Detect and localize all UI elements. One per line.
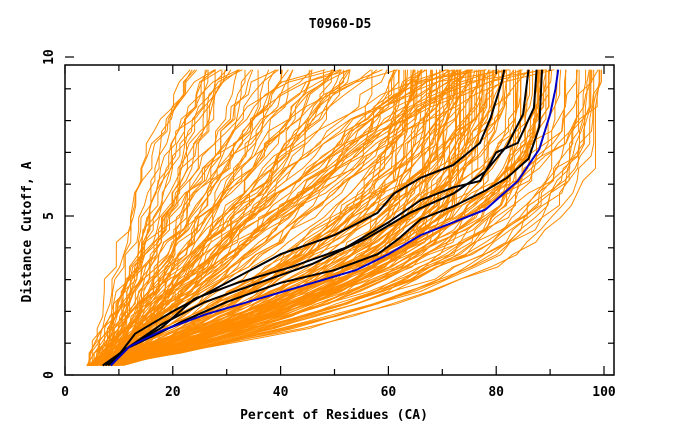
background-model-line bbox=[98, 69, 283, 366]
x-tick-label: 100 bbox=[592, 385, 616, 400]
background-model-line bbox=[95, 69, 485, 366]
y-tick-label: 10 bbox=[42, 49, 57, 65]
background-model-line bbox=[115, 69, 500, 366]
background-model-line bbox=[98, 69, 423, 366]
background-model-line bbox=[113, 69, 334, 366]
background-model-line bbox=[99, 69, 332, 366]
background-model-line bbox=[111, 69, 510, 366]
series-line-highlight-3 bbox=[102, 69, 538, 367]
background-model-line bbox=[89, 69, 415, 366]
background-model-line bbox=[101, 69, 336, 366]
background-model-line bbox=[101, 69, 432, 366]
background-model-line bbox=[115, 69, 485, 366]
background-model-line bbox=[96, 69, 602, 366]
background-model-line bbox=[92, 69, 423, 366]
background-model-line bbox=[114, 69, 449, 366]
background-model-line bbox=[108, 69, 455, 366]
background-model-line bbox=[93, 69, 232, 366]
background-model-line bbox=[99, 69, 602, 366]
y-tick-label: 5 bbox=[42, 212, 57, 220]
y-axis-label: Distance Cutoff, A bbox=[20, 161, 35, 302]
background-model-line bbox=[91, 69, 577, 366]
plot-frame bbox=[64, 64, 615, 376]
background-model-line bbox=[96, 69, 294, 366]
background-model-line bbox=[88, 69, 279, 366]
background-model-line bbox=[111, 69, 592, 366]
background-model-line bbox=[101, 69, 467, 366]
background-model-line bbox=[109, 69, 504, 366]
background-model-line bbox=[100, 69, 471, 366]
background-model-line bbox=[106, 69, 601, 366]
x-tick-label: 0 bbox=[61, 385, 69, 400]
background-model-line bbox=[115, 69, 471, 366]
series-line-highlight-2 bbox=[107, 69, 530, 367]
background-model-line bbox=[101, 69, 558, 366]
y-tick-labels: 0 5 10 bbox=[42, 49, 57, 379]
background-model-line bbox=[105, 69, 345, 366]
background-model-line bbox=[97, 69, 193, 366]
background-model-line bbox=[113, 69, 254, 366]
x-axis-ticks bbox=[64, 65, 605, 375]
background-model-line bbox=[113, 69, 523, 366]
x-tick-label: 40 bbox=[273, 385, 289, 400]
background-model-line bbox=[101, 69, 473, 366]
series-line-reference bbox=[110, 69, 560, 367]
x-tick-label: 20 bbox=[165, 385, 181, 400]
background-model-line bbox=[118, 69, 458, 366]
background-model-line bbox=[89, 69, 209, 366]
background-model-line bbox=[94, 69, 343, 366]
background-model-line bbox=[100, 69, 243, 366]
background-model-line bbox=[114, 69, 196, 366]
background-model-line bbox=[86, 69, 378, 366]
x-tick-labels: 0 20 40 60 80 100 bbox=[61, 385, 616, 400]
chart-title: T0960-D5 bbox=[309, 17, 372, 32]
x-tick-label: 60 bbox=[381, 385, 397, 400]
background-model-line bbox=[101, 69, 595, 366]
background-model-line bbox=[100, 69, 372, 366]
background-model-line bbox=[90, 69, 600, 366]
background-model-line bbox=[88, 69, 441, 366]
y-tick-label: 0 bbox=[42, 371, 57, 379]
y-axis-ticks bbox=[65, 56, 614, 376]
background-model-line bbox=[109, 69, 240, 366]
background-model-line bbox=[104, 69, 252, 366]
series-line-highlight-1 bbox=[110, 69, 506, 367]
background-model-lines bbox=[86, 69, 602, 366]
background-model-line bbox=[88, 69, 515, 366]
background-model-line bbox=[91, 69, 191, 366]
highlight-lines bbox=[102, 69, 560, 367]
background-model-line bbox=[109, 69, 217, 366]
x-axis-label: Percent of Residues (CA) bbox=[240, 408, 428, 423]
background-model-line bbox=[109, 69, 289, 366]
background-model-line bbox=[122, 69, 259, 366]
background-model-line bbox=[104, 69, 349, 366]
background-model-line bbox=[92, 69, 530, 366]
x-tick-label: 80 bbox=[488, 385, 504, 400]
